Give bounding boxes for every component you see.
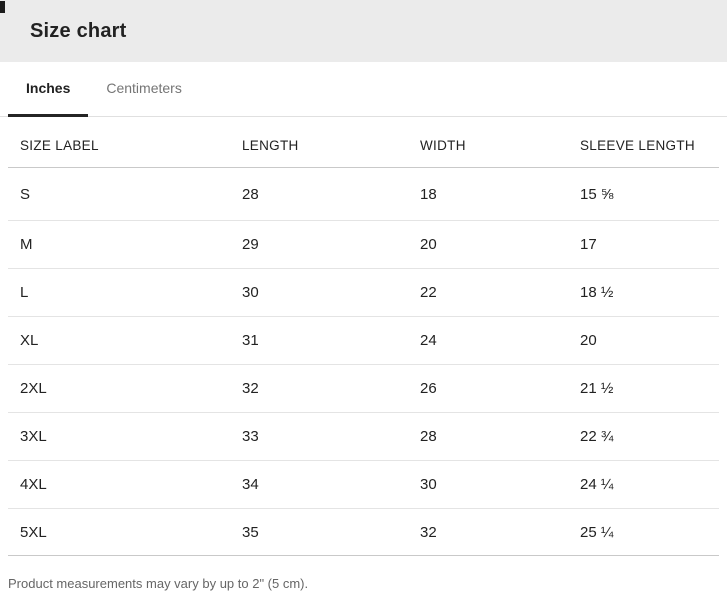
sleeve-length-cell: 25 ¼ — [580, 523, 614, 541]
table-row: L 30 22 18 ½ — [8, 269, 719, 317]
size-label-cell: 2XL — [20, 380, 47, 397]
sleeve-length-cell: 20 — [580, 332, 597, 349]
width-cell: 26 — [420, 380, 437, 397]
width-cell: 22 — [420, 284, 437, 301]
length-cell: 30 — [242, 284, 259, 301]
size-label-cell: XL — [20, 332, 39, 349]
column-header-width: WIDTH — [420, 138, 466, 153]
size-label-cell: 4XL — [20, 476, 47, 493]
table-row: 5XL 35 32 25 ¼ — [8, 509, 719, 556]
size-label-cell: S — [20, 185, 31, 203]
unit-tab-bar: Inches Centimeters — [0, 62, 727, 117]
size-label-cell: 3XL — [20, 428, 47, 445]
measurement-disclaimer: Product measurements may vary by up to 2… — [8, 576, 309, 591]
length-cell: 29 — [242, 236, 259, 253]
length-cell: 35 — [242, 523, 259, 541]
text-caret — [0, 1, 5, 13]
tab-inches[interactable]: Inches — [8, 62, 89, 117]
width-cell: 28 — [420, 428, 437, 445]
size-label-cell: L — [20, 284, 29, 301]
tab-centimeters-label: Centimeters — [106, 80, 182, 96]
width-cell: 24 — [420, 332, 437, 349]
length-cell: 28 — [242, 185, 259, 203]
sleeve-length-cell: 24 ¼ — [580, 476, 614, 493]
table-row: M 29 20 17 — [8, 221, 719, 269]
sleeve-length-cell: 18 ½ — [580, 284, 614, 301]
size-label-cell: M — [20, 236, 33, 253]
column-header-length: LENGTH — [242, 138, 299, 153]
length-cell: 31 — [242, 332, 259, 349]
table-row: XL 31 24 20 — [8, 317, 719, 365]
width-cell: 20 — [420, 236, 437, 253]
width-cell: 18 — [420, 185, 437, 203]
table-header-row: SIZE LABEL LENGTH WIDTH SLEEVE LENGTH — [8, 117, 719, 168]
table-row: 2XL 32 26 21 ½ — [8, 365, 719, 413]
column-header-size-label: SIZE LABEL — [20, 138, 99, 153]
table-row: S 28 18 15 ⅝ — [8, 168, 719, 221]
length-cell: 33 — [242, 428, 259, 445]
tab-inches-label: Inches — [26, 80, 71, 96]
sleeve-length-cell: 22 ¾ — [580, 428, 614, 445]
table-row: 4XL 34 30 24 ¼ — [8, 461, 719, 509]
width-cell: 32 — [420, 523, 437, 541]
column-header-sleeve-length: SLEEVE LENGTH — [580, 138, 695, 153]
sleeve-length-cell: 21 ½ — [580, 380, 614, 397]
table-row: 3XL 33 28 22 ¾ — [8, 413, 719, 461]
size-label-cell: 5XL — [20, 523, 47, 541]
page-title: Size chart — [30, 19, 127, 42]
width-cell: 30 — [420, 476, 437, 493]
sleeve-length-cell: 15 ⅝ — [580, 185, 614, 203]
length-cell: 32 — [242, 380, 259, 397]
length-cell: 34 — [242, 476, 259, 493]
sleeve-length-cell: 17 — [580, 236, 597, 253]
size-table: SIZE LABEL LENGTH WIDTH SLEEVE LENGTH S … — [8, 117, 719, 556]
tab-centimeters[interactable]: Centimeters — [88, 62, 199, 117]
size-chart-header: Size chart — [0, 0, 727, 62]
